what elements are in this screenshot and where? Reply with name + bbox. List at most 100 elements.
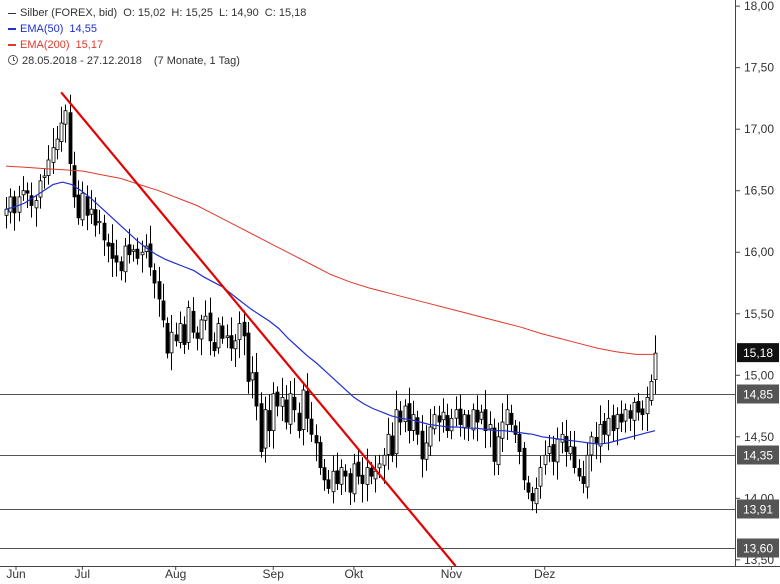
- candle-body: [119, 261, 124, 272]
- candle: [568, 430, 573, 461]
- candle-body: [178, 323, 183, 343]
- period-label: (7 Monate, 1 Tag): [153, 55, 240, 67]
- candle: [356, 449, 361, 485]
- high-value: 15,25: [185, 7, 214, 19]
- y-tick-label: 14,50: [744, 430, 774, 444]
- low-label: L:: [219, 7, 229, 19]
- ema200-value: 15,17: [75, 39, 104, 51]
- candle-body: [403, 405, 408, 422]
- candle: [309, 401, 314, 442]
- candle: [615, 407, 620, 446]
- ema200-line: [5, 165, 655, 355]
- candle-body: [377, 463, 382, 469]
- candle-body: [292, 396, 297, 411]
- x-tick-label: Sep: [263, 567, 285, 581]
- candle: [496, 422, 501, 476]
- legend-ema200-row[interactable]: EMA(200) 15,17: [8, 38, 306, 54]
- candle-body: [369, 467, 374, 477]
- candle: [360, 457, 365, 503]
- candle: [102, 214, 107, 256]
- candle-body: [488, 424, 493, 430]
- candle: [390, 422, 395, 463]
- candle: [233, 334, 238, 367]
- candle-body: [458, 408, 463, 425]
- candle-body: [301, 389, 306, 430]
- ema200-swatch: [8, 44, 16, 47]
- candle: [640, 400, 645, 431]
- candle-body: [551, 444, 556, 462]
- collapse-toggle-icon[interactable]: [8, 12, 16, 14]
- trendline[interactable]: [60, 91, 457, 567]
- candle: [34, 194, 39, 227]
- candle-body: [526, 482, 531, 493]
- candle: [407, 387, 412, 444]
- legend-ohlc-row: Silber (FOREX, bid) O: 15,02 H: 15,25 L: 14…: [8, 6, 306, 22]
- y-tick-label: 16,50: [744, 184, 774, 198]
- candle-body: [390, 435, 395, 456]
- candle: [335, 452, 340, 491]
- candle-body: [309, 418, 314, 435]
- candle: [445, 403, 450, 438]
- candle: [466, 409, 471, 442]
- candle-body: [411, 414, 416, 431]
- candle: [288, 381, 293, 434]
- candle-body: [382, 454, 387, 466]
- candle: [509, 404, 514, 432]
- candle-body: [135, 248, 140, 259]
- candle: [246, 321, 251, 394]
- date-range: 28.05.2018 - 27.12.2018: [22, 55, 142, 67]
- candle-body: [182, 324, 187, 345]
- candle-body: [195, 332, 200, 339]
- candle: [322, 459, 327, 491]
- candle: [623, 403, 628, 433]
- candle: [432, 406, 437, 435]
- legend-ema50-row[interactable]: EMA(50) 14,55: [8, 22, 306, 38]
- candle-body: [509, 412, 514, 425]
- candle-body: [59, 122, 64, 142]
- candle-body: [653, 352, 658, 381]
- candle-body: [25, 190, 30, 194]
- candle-body: [331, 470, 336, 493]
- candle: [331, 455, 336, 504]
- level-badge-label: 13,60: [743, 542, 773, 556]
- candle-body: [208, 312, 213, 342]
- candle-body: [63, 110, 68, 125]
- candle-body: [263, 409, 268, 449]
- candle: [42, 168, 47, 189]
- candle: [284, 385, 289, 430]
- candle-body: [547, 446, 552, 454]
- candle: [157, 266, 162, 317]
- candle-body: [335, 470, 340, 484]
- candle-body: [229, 335, 234, 349]
- candle-body: [191, 310, 196, 333]
- candle: [449, 408, 454, 440]
- candle-body: [602, 420, 607, 435]
- price-badge: [737, 343, 779, 363]
- candle-body: [589, 436, 594, 456]
- candle: [267, 394, 272, 448]
- candle: [522, 442, 527, 490]
- candle: [547, 434, 552, 463]
- candle-body: [615, 414, 620, 429]
- candle: [458, 394, 463, 437]
- candle: [63, 104, 68, 143]
- candle: [280, 377, 285, 421]
- candle-body: [225, 335, 230, 339]
- candle: [186, 300, 191, 350]
- candle: [250, 356, 255, 399]
- candle-body: [12, 196, 17, 214]
- candle-body: [505, 409, 510, 426]
- ema50-label: EMA(50): [20, 23, 64, 35]
- y-tick-label: 16,00: [744, 245, 774, 259]
- candle: [199, 314, 204, 356]
- candle-body: [513, 425, 518, 435]
- y-tick-label: 15,00: [744, 368, 774, 382]
- candle: [135, 237, 140, 265]
- candle-body: [322, 467, 327, 481]
- candle-body: [186, 307, 191, 343]
- candle: [560, 422, 565, 454]
- candle-body: [169, 331, 174, 354]
- candle-body: [148, 243, 153, 268]
- candle: [326, 469, 331, 494]
- candle-body: [212, 342, 217, 352]
